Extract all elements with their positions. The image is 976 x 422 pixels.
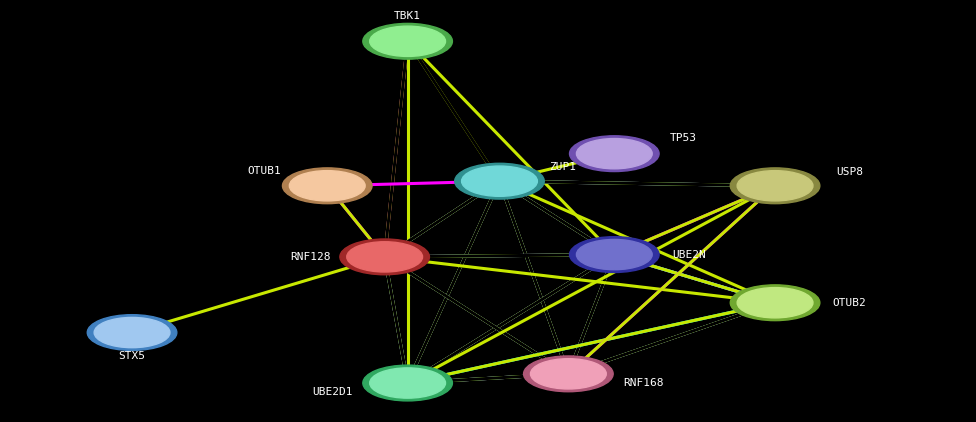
Circle shape (87, 315, 177, 350)
Text: UBE2N: UBE2N (672, 249, 706, 260)
Circle shape (462, 166, 538, 196)
Circle shape (531, 359, 606, 389)
Circle shape (570, 136, 659, 172)
Circle shape (370, 368, 445, 398)
Circle shape (577, 138, 652, 169)
Circle shape (363, 365, 453, 401)
Text: TBK1: TBK1 (394, 11, 421, 21)
Circle shape (730, 168, 820, 204)
Circle shape (340, 239, 429, 275)
Circle shape (282, 168, 372, 204)
Circle shape (737, 170, 813, 201)
Circle shape (289, 170, 365, 201)
Circle shape (346, 242, 423, 272)
Text: ZUP1: ZUP1 (549, 162, 576, 171)
Circle shape (363, 23, 453, 59)
Text: RNF168: RNF168 (623, 378, 664, 388)
Text: UBE2D1: UBE2D1 (312, 387, 353, 397)
Circle shape (523, 356, 613, 392)
Text: TP53: TP53 (670, 133, 697, 143)
Text: OTUB2: OTUB2 (833, 298, 867, 308)
Text: OTUB1: OTUB1 (247, 166, 281, 176)
Text: USP8: USP8 (836, 167, 863, 177)
Circle shape (94, 317, 170, 348)
Circle shape (577, 239, 652, 270)
Circle shape (570, 237, 659, 273)
Text: STX5: STX5 (118, 352, 145, 361)
Circle shape (455, 163, 545, 199)
Circle shape (737, 288, 813, 318)
Text: RNF128: RNF128 (290, 252, 330, 262)
Circle shape (370, 26, 445, 57)
Circle shape (730, 285, 820, 321)
